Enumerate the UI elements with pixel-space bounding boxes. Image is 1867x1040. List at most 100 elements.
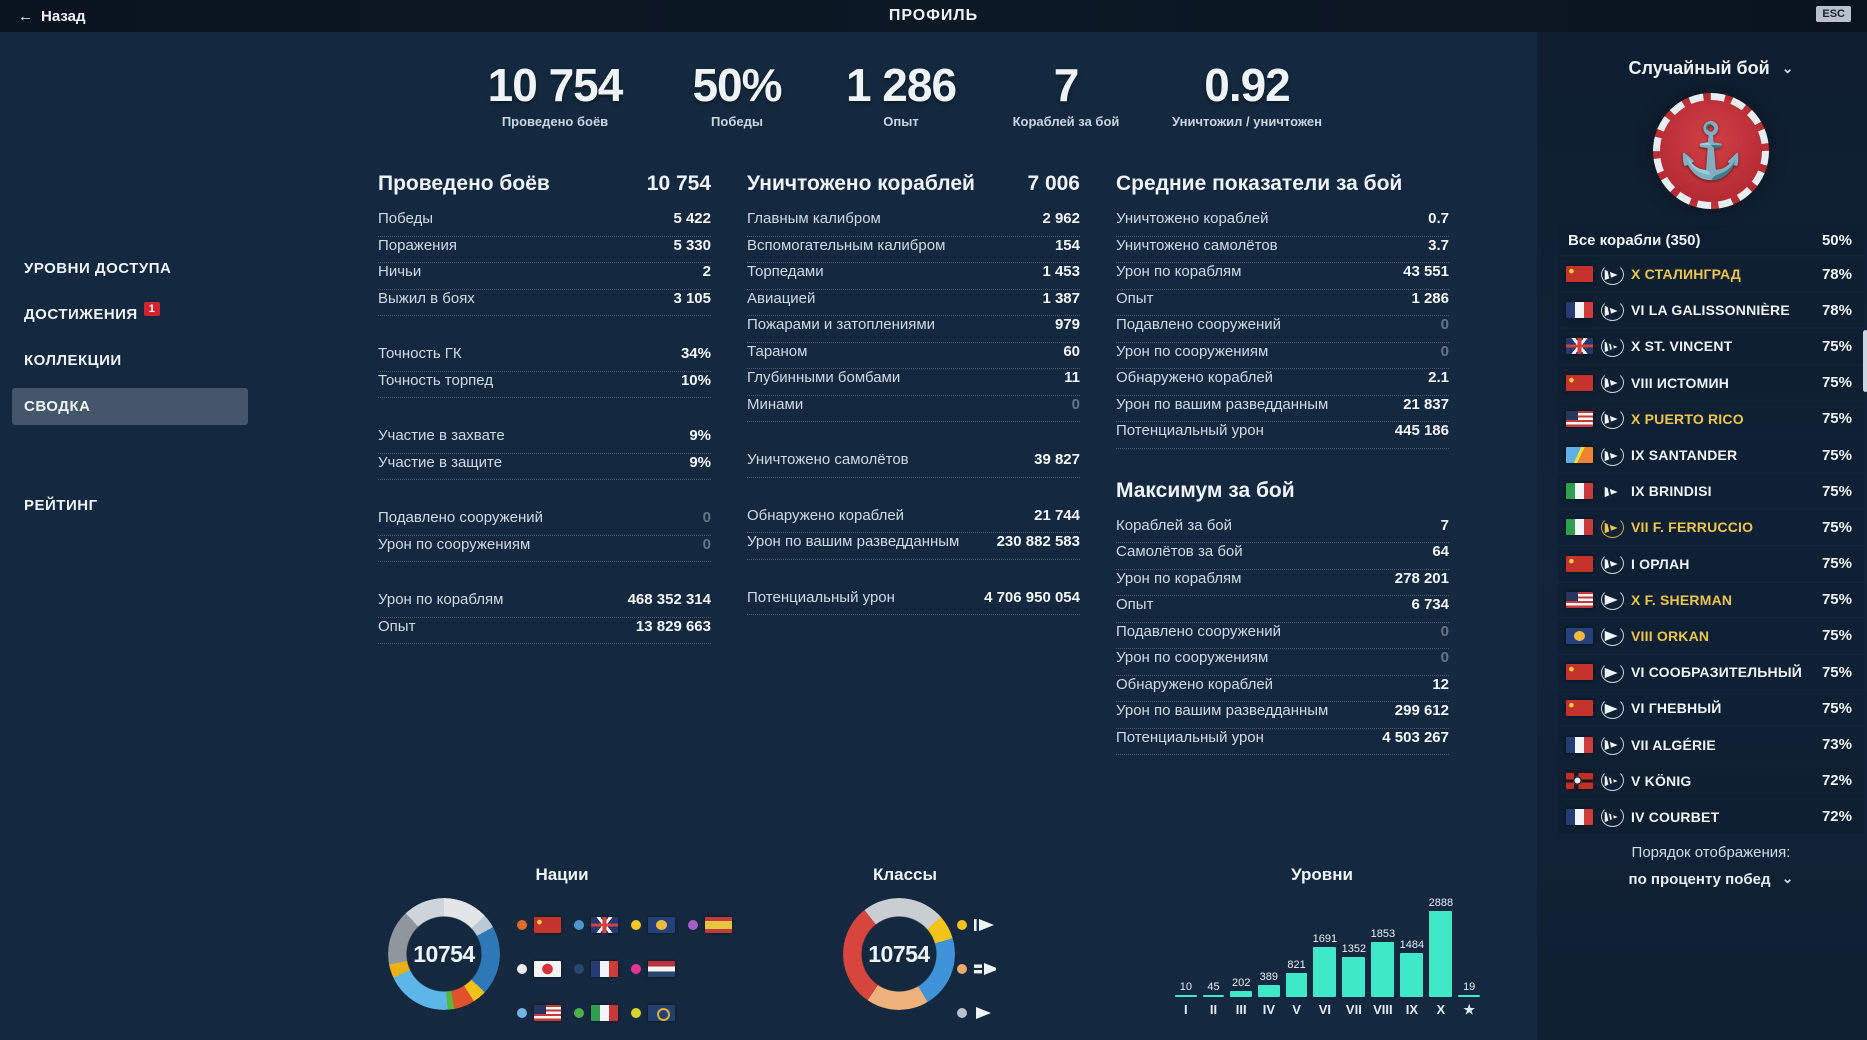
ship-name: VII F. FERRUCCIO — [1631, 519, 1754, 536]
ship-list-header[interactable]: Все корабли (350) 50% — [1558, 225, 1864, 255]
stat-value: 3 105 — [673, 289, 711, 307]
back-button[interactable]: ← Назад — [18, 8, 85, 25]
esc-key-badge[interactable]: ESC — [1816, 6, 1851, 22]
ship-list-scrollbar[interactable] — [1863, 330, 1867, 392]
stat-value: 64 — [1432, 543, 1449, 560]
wreath-icon — [1601, 661, 1624, 683]
notification-badge: 1 — [143, 302, 161, 316]
section-title: Максимум за бой — [1116, 478, 1295, 502]
ship-row[interactable]: VII ALGÉRIE 73% — [1558, 727, 1864, 762]
wreath-icon — [1601, 299, 1624, 321]
stat-value: 11 — [1064, 369, 1080, 386]
sidebar-item-рейтинг[interactable]: РЕЙТИНГ — [12, 487, 248, 524]
ship-name: IV COURBET — [1631, 808, 1720, 825]
flag-ussr-icon — [1566, 374, 1593, 391]
bar — [1285, 973, 1308, 997]
ship-row[interactable]: VIII ORKAN 75% — [1558, 618, 1864, 654]
ship-row[interactable]: IX SANTANDER 75% — [1558, 437, 1864, 473]
stat-label: Обнаружено кораблей — [747, 506, 905, 524]
stat-value: 0 — [1440, 649, 1449, 666]
ship-row[interactable]: IV COURBET 72% — [1558, 799, 1864, 834]
sidebar-item-сводка[interactable]: СВОДКА — [12, 388, 248, 425]
destroyer-class-icon — [974, 1006, 996, 1020]
stat-row: Вспомогательным калибром 154 — [747, 237, 1080, 263]
nation-legend-ussr — [517, 917, 574, 933]
sort-order-dropdown[interactable]: по проценту побед ⌄ — [1558, 870, 1864, 888]
legend-dot — [631, 920, 641, 930]
stat-row: Пожарами и затоплениями 979 — [747, 316, 1080, 343]
stat-value: 979 — [1054, 316, 1080, 333]
ship-row[interactable]: VIII ИСТОМИН 75% — [1558, 365, 1864, 400]
sidebar-item-уровни-доступа[interactable]: УРОВНИ ДОСТУПА — [12, 250, 248, 287]
cruiser-class-icon — [1600, 516, 1625, 539]
destroyer-class-icon — [1600, 697, 1625, 720]
bar-tier-label: X — [1436, 1002, 1446, 1017]
anchor-icon: ⚓ — [1677, 120, 1745, 181]
cruiser-class-icon — [1600, 733, 1625, 756]
nations-chart-title: Нации — [535, 865, 589, 884]
levels-chart-title: Уровни — [1291, 865, 1353, 884]
stat-label: Победы — [378, 210, 434, 227]
ship-row[interactable]: VII F. FERRUCCIO 75% — [1558, 510, 1864, 545]
level-bar-VIII: 1853 VIII — [1371, 888, 1395, 1017]
cruiser-class-icon — [1600, 444, 1625, 467]
top-bar: ← Назад ПРОФИЛЬ ESC — [0, 0, 1867, 32]
stat-label: Урон по вашим разведданным — [1116, 395, 1329, 413]
stat-row: Участие в защите 9% — [378, 454, 711, 480]
ship-row[interactable]: VI ГНЕВНЫЙ 75% — [1558, 691, 1864, 726]
stats-group: Урон по кораблям 468 352 314 Опыт 13 829 … — [378, 591, 711, 644]
ship-row[interactable]: VI LA GALISSONNIÈRE 78% — [1558, 293, 1864, 328]
ship-winrate: 72% — [1821, 808, 1852, 826]
stat-label: Урон по вашим разведданным — [747, 533, 960, 550]
stat-row: Точность торпед 10% — [378, 372, 711, 398]
flag-italy-icon — [1566, 483, 1593, 500]
stat-row: Точность ГК 34% — [378, 345, 711, 372]
stat-row: Потенциальный урон 4 706 950 054 — [747, 589, 1080, 615]
level-bar-VII: 1352 VII — [1342, 888, 1366, 1017]
submarine-class-icon — [974, 962, 996, 976]
ship-row[interactable]: I ОРЛАН 75% — [1558, 546, 1864, 581]
ship-winrate: 73% — [1821, 736, 1852, 754]
destroyer-class-icon — [1600, 588, 1625, 611]
sidebar-item-label: РЕЙТИНГ — [24, 497, 98, 514]
legend-dot — [517, 1008, 527, 1018]
stat-label: Уничтожено самолётов — [1116, 236, 1278, 254]
stat-label: Поражения — [378, 236, 457, 254]
battle-type-dropdown[interactable]: Случайный бой ⌄ — [1558, 58, 1864, 79]
bar — [1202, 995, 1225, 997]
wreath-icon — [1601, 589, 1624, 611]
stat-label: Урон по сооружениям — [378, 535, 531, 553]
stat-row: Опыт 13 829 663 — [378, 618, 711, 644]
ship-row[interactable]: X ST. VINCENT 75% — [1558, 329, 1864, 364]
sidebar-item-коллекции[interactable]: КОЛЛЕКЦИИ — [12, 342, 248, 379]
ship-name: VIII ORKAN — [1631, 627, 1710, 644]
ship-winrate: 75% — [1821, 591, 1852, 609]
stat-row: Кораблей за бой 7 — [1116, 517, 1449, 543]
stat-label: Урон по сооружениям — [1116, 649, 1269, 666]
bar-tier-label: II — [1209, 1002, 1218, 1017]
level-bar-II: 45 II — [1202, 888, 1225, 1017]
stats-column-1: Уничтожено кораблей 7 006 Главным калибро… — [747, 172, 1080, 784]
cruiser-class-icon — [1600, 263, 1625, 286]
sidebar-item-достижения[interactable]: ДОСТИЖЕНИЯ 1 — [12, 296, 248, 333]
ship-row[interactable]: V KÖNIG 72% — [1558, 763, 1864, 798]
chevron-down-icon: ⌄ — [1781, 870, 1794, 886]
stat-row: Урон по сооружениям 0 — [1116, 343, 1449, 369]
stats-group: Победы 5 422 Поражения 5 330 Ничьи 2 Выжил … — [378, 210, 711, 316]
stat-label: Урон по вашим разведданным — [1116, 702, 1329, 719]
destroyer-class-icon — [1600, 624, 1625, 647]
flag-uk-icon — [1566, 338, 1593, 355]
stats-columns: Проведено боёв 10 754 Победы 5 422 Поражен… — [378, 172, 1449, 784]
ship-row[interactable]: IX BRINDISI 75% — [1558, 474, 1864, 509]
ship-row[interactable]: X СТАЛИНГРАД 78% — [1558, 257, 1864, 292]
stats-group: Уничтожено самолётов 39 827 — [747, 451, 1080, 478]
stat-value: 3.7 — [1428, 236, 1449, 254]
ship-row[interactable]: X PUERTO RICO 75% — [1558, 401, 1864, 436]
stats-group: Уничтожено кораблей 0.7 Уничтожено самолё… — [1116, 210, 1449, 449]
flag-japan-icon — [534, 961, 561, 977]
wreath-icon — [1601, 263, 1624, 285]
legend-dot — [957, 920, 967, 930]
bar-tier-label: V — [1292, 1002, 1301, 1017]
ship-row[interactable]: X F. SHERMAN 75% — [1558, 582, 1864, 617]
ship-row[interactable]: VI СООБРАЗИТЕЛЬНЫЙ 75% — [1558, 655, 1864, 690]
